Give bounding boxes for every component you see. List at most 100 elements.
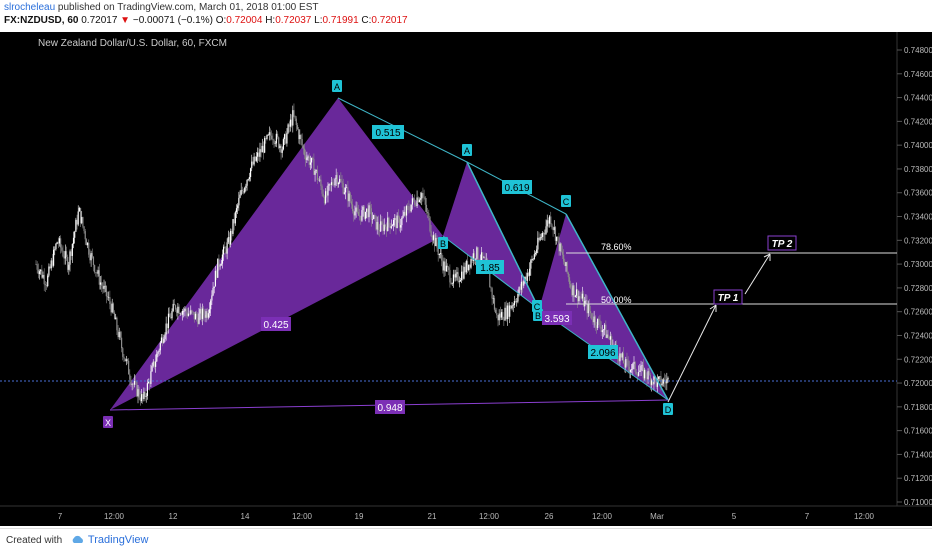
candle-body: [649, 375, 652, 385]
candle-body: [604, 324, 606, 330]
candle-body: [378, 229, 381, 232]
candle-body: [232, 219, 234, 234]
candle-body: [287, 124, 289, 133]
candle-body: [283, 134, 286, 140]
candle-body: [185, 308, 187, 313]
pattern-point-label: X: [105, 418, 111, 428]
price-chart-svg[interactable]: New Zealand Dollar/U.S. Dollar, 60, FXCM…: [0, 32, 932, 526]
ratio-badge: [375, 400, 405, 414]
candle-body: [94, 265, 96, 273]
candle-body: [452, 274, 455, 284]
candle-body: [71, 243, 73, 256]
candle-body: [330, 182, 333, 185]
candle-body: [465, 261, 467, 273]
candle-body: [163, 339, 165, 344]
candle-body: [394, 218, 396, 220]
time-axis[interactable]: 7 12:00 12 14 12:00 19 21 12:00 26 12:00 Mar 5 7 12:0…: [58, 512, 875, 521]
candle-body: [500, 312, 503, 318]
candle-body: [551, 224, 553, 228]
candle-body: [371, 219, 374, 220]
candle-body: [265, 138, 267, 139]
candle-body: [665, 381, 667, 384]
candle-body: [183, 311, 185, 312]
time-tick-label: 7: [805, 512, 810, 521]
candle-body: [356, 207, 358, 212]
time-tick-label: 12:00: [479, 512, 500, 521]
candle-body: [348, 193, 350, 202]
candle-body: [642, 365, 644, 379]
candle-body: [606, 334, 608, 338]
candle-body: [423, 196, 425, 198]
ratio-badge: [502, 180, 532, 194]
candle-body: [530, 260, 532, 269]
candle-body: [405, 206, 408, 216]
candle-body: [310, 157, 313, 163]
candle-body: [477, 247, 479, 260]
candle-body: [531, 259, 533, 261]
candle-body: [662, 379, 664, 384]
candle-body: [120, 337, 123, 349]
candle-body: [428, 213, 430, 217]
candle-body: [532, 258, 534, 260]
candle-body: [457, 272, 459, 282]
candle-body: [564, 261, 566, 267]
arrow-head-tp1: [709, 304, 717, 312]
candle-body: [658, 377, 660, 379]
candle-body: [184, 308, 186, 312]
pattern-triangle-xab: [110, 98, 443, 410]
pattern-point-badge: [532, 300, 542, 312]
candle-body: [390, 226, 392, 229]
candle-body: [333, 184, 335, 186]
candle-body: [36, 264, 38, 270]
candle-body: [473, 253, 476, 259]
tradingview-link[interactable]: TradingView: [87, 534, 149, 546]
candle-body: [159, 342, 161, 351]
price-tick-label: 0.74000: [904, 141, 932, 150]
candle-body: [430, 231, 432, 237]
arrow-to-tp2: [744, 253, 771, 295]
candle-body: [215, 270, 218, 278]
candle-body: [306, 157, 308, 160]
candle-body: [513, 301, 515, 306]
time-tick-label: 12:00: [592, 512, 613, 521]
candle-body: [197, 317, 199, 324]
candle-body: [322, 193, 324, 197]
candle-body: [638, 372, 640, 376]
candle-body: [76, 219, 78, 225]
candle-body: [344, 187, 347, 193]
candle-body: [314, 170, 316, 175]
candle-body: [174, 305, 177, 310]
candle-body: [67, 256, 69, 270]
chart-area[interactable]: New Zealand Dollar/U.S. Dollar, 60, FXCM…: [0, 32, 932, 526]
candle-body: [518, 287, 520, 294]
candle-body: [410, 204, 412, 212]
pattern-point-badge: [438, 237, 448, 249]
candle-body: [301, 139, 303, 146]
candle-body: [504, 307, 506, 321]
candle-body: [157, 352, 159, 354]
price-axis[interactable]: 0.74800 0.74600 0.74400 0.74200 0.74000 0.738…: [897, 46, 932, 507]
candle-body: [135, 381, 137, 383]
candle-body: [625, 359, 627, 368]
candle-body: [629, 369, 632, 372]
candle-body: [367, 208, 369, 218]
candle-body: [538, 237, 540, 241]
candle-body: [249, 168, 252, 178]
candle-body: [547, 220, 550, 224]
candle-body: [241, 189, 243, 192]
candle-body: [52, 249, 55, 266]
candle-body: [626, 359, 628, 361]
fib-label-786: 78.60%: [601, 242, 632, 252]
candle-body: [540, 236, 542, 238]
candle-body: [336, 175, 338, 185]
candle-body: [409, 209, 411, 212]
candle-body: [339, 178, 341, 183]
candle-body: [462, 271, 464, 279]
time-tick-label: 12:00: [104, 512, 125, 521]
low-value: 0.71991: [322, 15, 359, 26]
candle-body: [381, 221, 383, 224]
candle-body: [476, 247, 478, 259]
author-link[interactable]: slrocheleau: [4, 2, 56, 13]
candle-body: [321, 186, 323, 194]
pattern-triangle-bcd: [539, 214, 668, 400]
